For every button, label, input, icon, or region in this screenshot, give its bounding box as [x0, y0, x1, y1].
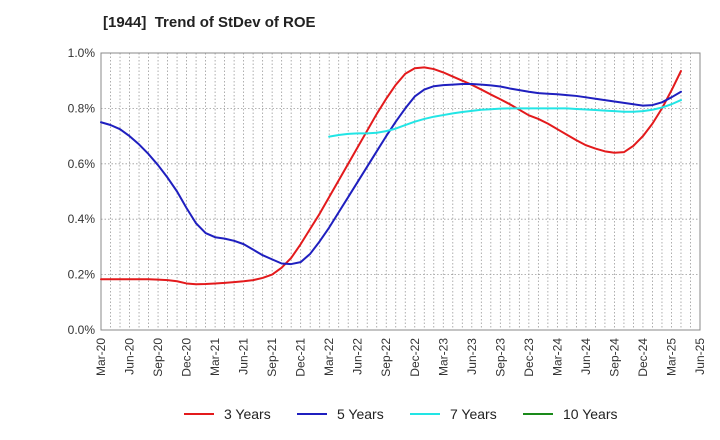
x-tick-label: Mar-24: [550, 338, 564, 376]
y-tick-label: 0.2%: [68, 268, 96, 282]
series-line-7-years: [328, 99, 682, 138]
y-tick-label: 0.8%: [68, 101, 96, 115]
legend-label: 7 Years: [450, 406, 497, 422]
x-tick-label: Sep-22: [379, 338, 393, 377]
x-tick-label: Mar-23: [436, 338, 450, 376]
series-line-5-years: [100, 83, 682, 266]
x-tick-label: Sep-23: [493, 338, 507, 377]
y-tick-label: 0.4%: [68, 212, 96, 226]
y-tick-label: 0.0%: [68, 323, 96, 337]
x-tick-label: Mar-22: [322, 338, 336, 376]
x-tick-label: Jun-24: [579, 338, 593, 375]
x-tick-label: Mar-20: [94, 338, 108, 376]
legend-label: 3 Years: [224, 406, 271, 422]
x-tick-label: Jun-25: [693, 338, 707, 375]
legend-layer: 3 Years 5 Years 7 Years 10 Years: [184, 406, 618, 422]
x-tick-label: Jun-23: [465, 338, 479, 375]
chart-title: [1944] Trend of StDev of ROE: [103, 14, 316, 31]
x-tick-label: Mar-25: [664, 338, 678, 376]
x-tick-label: Dec-20: [180, 338, 194, 377]
y-tick-label: 1.0%: [68, 46, 96, 60]
x-tick-label: Mar-21: [208, 338, 222, 376]
legend-label: 10 Years: [563, 406, 618, 422]
x-tick-label: Sep-20: [151, 338, 165, 377]
x-tick-label: Jun-21: [237, 338, 251, 375]
axis-layer: 0.0% 0.2% 0.4% 0.6% 0.8% 1.0% Mar-20 Jun-20 Sep-…: [68, 46, 707, 377]
x-tick-label: Dec-22: [408, 338, 422, 377]
x-tick-label: Sep-24: [607, 338, 621, 377]
series-line-3-years: [100, 66, 682, 286]
x-tick-label: Jun-20: [123, 338, 137, 375]
grid-layer: [101, 53, 700, 330]
x-tick-label: Dec-23: [522, 338, 536, 377]
legend-label: 5 Years: [337, 406, 384, 422]
x-tick-label: Dec-24: [636, 338, 650, 377]
series-layer: [100, 66, 682, 286]
x-tick-label: Sep-21: [265, 338, 279, 377]
y-tick-label: 0.6%: [68, 157, 96, 171]
plot-frame: [100, 52, 701, 331]
x-tick-label: Jun-22: [351, 338, 365, 375]
x-tick-label: Dec-21: [294, 338, 308, 377]
